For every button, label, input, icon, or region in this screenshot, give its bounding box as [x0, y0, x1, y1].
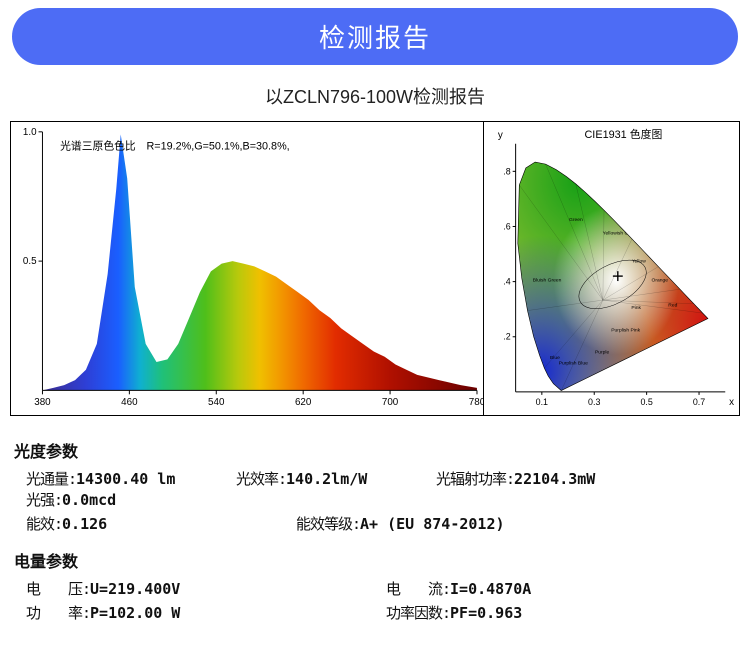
svg-text:Purple: Purple: [595, 349, 610, 355]
param-item: 光通量:14300.40 lm: [26, 468, 206, 489]
header-banner: 检测报告: [12, 8, 738, 65]
svg-text:.6: .6: [503, 221, 510, 231]
param-item: 光辐射功率:22104.3mW: [436, 468, 646, 489]
spectrum-chart: 0.5 1.0 380 460 540 620 700 780 光谱三原色色比 R=19.2%,…: [11, 122, 484, 415]
param-value: 14300.40 lm: [76, 470, 175, 488]
svg-text:620: 620: [295, 397, 312, 408]
param-value: 0.0mcd: [62, 491, 116, 509]
photometric-row: 能效:0.126 能效等级:A+ (EU 874-2012): [14, 513, 736, 534]
param-item: 功率因数:PF=0.963: [386, 602, 522, 623]
param-label: 电 流:: [386, 580, 450, 598]
param-label: 能效:: [26, 515, 62, 533]
svg-text:Bluish Green: Bluish Green: [533, 278, 562, 284]
svg-text:Green: Green: [569, 217, 583, 223]
param-value: 22104.3mW: [514, 470, 595, 488]
report-subtitle: 以ZCLN796-100W检测报告: [0, 83, 750, 109]
svg-text:Red: Red: [668, 302, 677, 308]
param-item: 功 率:P=102.00 W: [26, 602, 356, 623]
svg-text:0.1: 0.1: [536, 397, 548, 407]
svg-text:0.3: 0.3: [588, 397, 600, 407]
param-label: 光效率:: [236, 470, 286, 488]
svg-text:780: 780: [469, 397, 483, 408]
param-label: 光强:: [26, 491, 62, 509]
param-item: 电 流:I=0.4870A: [386, 578, 531, 599]
svg-text:Yellow: Yellow: [632, 258, 647, 264]
svg-text:x: x: [729, 397, 734, 408]
param-item: 能效:0.126: [26, 513, 266, 534]
param-label: 光通量:: [26, 470, 76, 488]
param-item: 光强:0.0mcd: [26, 489, 116, 510]
electrical-row: 功 率:P=102.00 W 功率因数:PF=0.963: [14, 602, 736, 623]
photometric-title: 光度参数: [14, 438, 736, 462]
svg-text:Yellowish Green: Yellowish Green: [603, 231, 639, 237]
svg-text:0.5: 0.5: [640, 397, 652, 407]
svg-text:CIE1931 色度图: CIE1931 色度图: [584, 127, 662, 141]
cie-chart: Yellowish GreenGreenBluish GreenBluePurp…: [484, 122, 739, 415]
svg-text:700: 700: [382, 397, 399, 408]
svg-text:Purplish Pink: Purplish Pink: [611, 327, 640, 333]
svg-text:460: 460: [121, 397, 138, 408]
svg-text:Purplish Blue: Purplish Blue: [559, 360, 588, 366]
svg-text:0.7: 0.7: [693, 397, 705, 407]
charts-row: 0.5 1.0 380 460 540 620 700 780 光谱三原色色比 R=19.2%,…: [10, 121, 740, 416]
param-value: U=219.400V: [90, 580, 180, 598]
param-label: 能效等级:: [296, 515, 360, 533]
svg-text:Blue: Blue: [550, 355, 560, 361]
svg-text:光谱三原色色比 R=19.2%,G=50.1%,B=30.8: 光谱三原色色比 R=19.2%,G=50.1%,B=30.8%,: [60, 139, 290, 153]
param-value: P=102.00 W: [90, 604, 180, 622]
param-value: A+ (EU 874-2012): [360, 515, 505, 533]
svg-text:540: 540: [208, 397, 225, 408]
svg-text:.2: .2: [503, 332, 510, 342]
svg-text:.4: .4: [503, 277, 510, 287]
param-item: 电 压:U=219.400V: [26, 578, 356, 599]
svg-text:0.5: 0.5: [23, 256, 37, 267]
svg-text:.8: .8: [503, 166, 510, 176]
svg-text:1.0: 1.0: [23, 127, 37, 138]
param-label: 光辐射功率:: [436, 470, 514, 488]
param-value: PF=0.963: [450, 604, 522, 622]
electrical-row: 电 压:U=219.400V 电 流:I=0.4870A: [14, 578, 736, 599]
param-label: 功率因数:: [386, 604, 450, 622]
param-value: 140.2lm/W: [286, 470, 367, 488]
svg-text:y: y: [498, 130, 503, 141]
param-value: 0.126: [62, 515, 107, 533]
svg-text:380: 380: [34, 397, 51, 408]
header-title: 检测报告: [319, 23, 431, 53]
param-item: 能效等级:A+ (EU 874-2012): [296, 513, 505, 534]
param-label: 功 率:: [26, 604, 90, 622]
parameters-section: 光度参数 光通量:14300.40 lm 光效率:140.2lm/W 光辐射功率:2…: [0, 416, 750, 644]
photometric-row: 光通量:14300.40 lm 光效率:140.2lm/W 光辐射功率:22104.…: [14, 468, 736, 510]
svg-text:Orange: Orange: [651, 278, 668, 284]
svg-text:Pink: Pink: [631, 305, 641, 311]
param-label: 电 压:: [26, 580, 90, 598]
param-item: 光效率:140.2lm/W: [236, 468, 406, 489]
param-value: I=0.4870A: [450, 580, 531, 598]
electrical-title: 电量参数: [14, 548, 736, 572]
